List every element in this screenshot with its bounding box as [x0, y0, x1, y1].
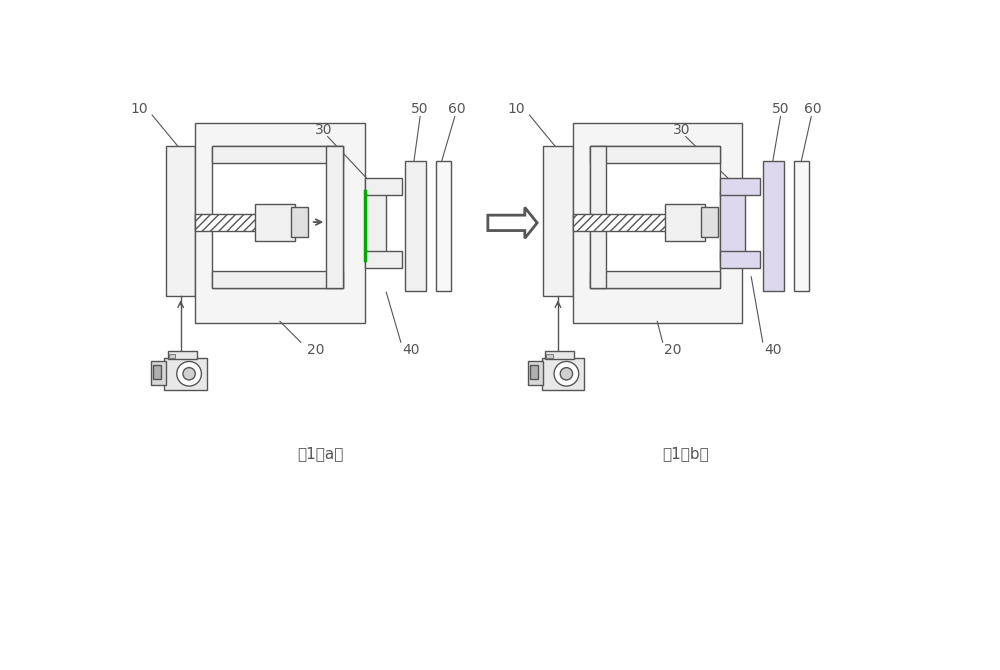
Bar	[545, 352, 574, 359]
Bar	[169, 354, 175, 358]
Text: 10: 10	[130, 102, 148, 116]
Bar	[590, 146, 720, 163]
Bar	[543, 146, 573, 296]
Bar	[365, 190, 386, 260]
Text: 20: 20	[307, 343, 325, 357]
Circle shape	[183, 368, 195, 380]
Bar	[326, 146, 343, 288]
Text: 20: 20	[664, 343, 681, 357]
Bar	[590, 146, 720, 288]
Bar	[365, 178, 402, 195]
Text: 60: 60	[804, 102, 822, 116]
Bar	[195, 214, 257, 230]
Text: 10: 10	[508, 102, 525, 116]
Bar	[291, 208, 308, 237]
Text: 60: 60	[448, 102, 466, 116]
Bar	[166, 146, 195, 296]
Bar	[153, 365, 161, 379]
Bar	[665, 204, 705, 241]
Bar	[168, 352, 197, 359]
Bar	[530, 365, 538, 379]
Bar	[542, 358, 584, 390]
Bar	[701, 208, 718, 237]
Circle shape	[560, 368, 573, 380]
Bar	[436, 161, 451, 291]
Bar	[212, 146, 343, 163]
Bar	[573, 123, 742, 323]
Bar	[212, 271, 343, 288]
Bar	[590, 271, 720, 288]
Circle shape	[177, 361, 201, 386]
Text: 图1（b）: 图1（b）	[662, 446, 709, 462]
Bar	[546, 354, 553, 358]
Text: 50: 50	[411, 102, 429, 116]
Bar	[365, 251, 402, 267]
Bar	[151, 361, 166, 385]
Bar	[763, 161, 784, 291]
Bar	[195, 123, 365, 323]
Text: 30: 30	[673, 123, 691, 137]
Bar	[164, 358, 207, 390]
Bar	[590, 146, 606, 288]
Text: 50: 50	[772, 102, 789, 116]
Circle shape	[554, 361, 579, 386]
Text: 40: 40	[402, 343, 420, 357]
Bar	[528, 361, 543, 385]
Polygon shape	[488, 208, 537, 239]
Bar	[255, 204, 295, 241]
Bar	[573, 214, 673, 230]
Text: 30: 30	[315, 123, 333, 137]
Bar	[720, 251, 760, 267]
Text: 40: 40	[764, 343, 782, 357]
Bar	[405, 161, 426, 291]
Bar	[794, 161, 809, 291]
Bar	[212, 146, 343, 288]
Bar	[720, 178, 760, 195]
Text: 图1（a）: 图1（a）	[297, 446, 343, 462]
Bar	[720, 190, 745, 260]
